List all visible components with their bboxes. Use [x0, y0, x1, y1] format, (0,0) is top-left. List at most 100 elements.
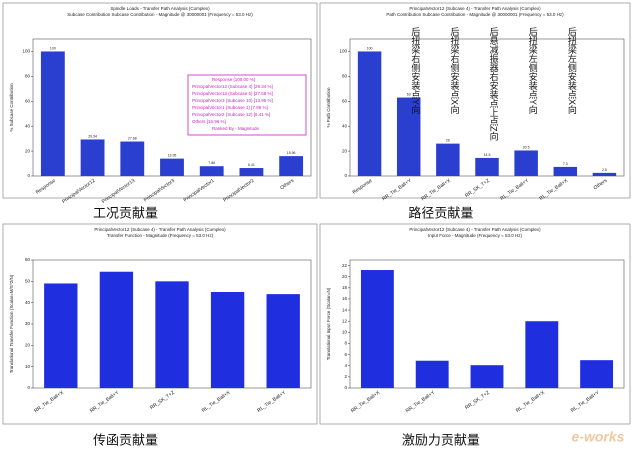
legend-entry: Ranked By - Magnitude [212, 126, 260, 131]
bar [553, 166, 578, 176]
annotation: 后扭梁左侧安装点X向 [567, 27, 577, 114]
y-tick-label: 40 [342, 123, 348, 128]
legend-entry: Response [100.00 %] [212, 77, 255, 82]
y-tick-label: 30 [25, 321, 31, 326]
data-label: 27.68 [128, 136, 137, 140]
chart-title: PrincipalVector12 (Subcase 4) - Transfer… [409, 6, 541, 11]
legend-entry: PrincipalVector13 (Subcase 5) [27.68 %] [192, 91, 273, 96]
data-label: 2.5 [602, 168, 607, 172]
annotation: 后扭梁右侧安装点X向 [449, 27, 459, 114]
annotation: 后悬减振器右安装点上点Z向 [489, 27, 499, 141]
watermark: e-works [572, 429, 625, 445]
bar [279, 156, 304, 176]
legend-entry: Others [15.96 %] [192, 119, 226, 124]
y-tick-label: 20 [342, 148, 348, 153]
legend-entry: PrincipalVector2 (Subcase 12) [6.41 %] [192, 112, 270, 117]
data-label: 14.5 [484, 153, 491, 157]
bar [514, 150, 538, 176]
y-tick-label: 80 [342, 74, 348, 79]
y-tick-label: 12 [342, 318, 348, 323]
chart-panel: PrincipalVector12 (Subcase 4) - Transfer… [2, 223, 318, 425]
data-label: 7.86 [208, 161, 215, 165]
data-label: 100 [50, 46, 56, 50]
chart-subtitle: Input Force - Magnitude (Frequency = 53.… [428, 233, 522, 238]
chart-panel: Spindle Loads - Transfer Path Analysis (… [2, 2, 318, 205]
y-tick-label: 2 [344, 374, 347, 379]
y-tick-label: 100 [339, 49, 347, 54]
y-tick-label: 22 [342, 263, 348, 268]
chart-panel: PrincipalVector12 (Subcase 4) - Transfer… [319, 2, 631, 202]
bar [475, 157, 499, 176]
chart-subtitle: Path Contribution Subcase Contribution -… [386, 12, 564, 17]
bar [470, 365, 504, 388]
y-tick-label: 0 [27, 385, 30, 390]
caption: 工况贡献量 [93, 205, 158, 220]
chart-subtitle: Transfer Function - Magnitude (Frequency… [107, 233, 214, 238]
bar [266, 294, 300, 388]
y-tick-label: 8 [344, 341, 347, 346]
y-tick-label: 20 [25, 148, 31, 153]
legend-box [187, 74, 307, 136]
y-axis-label: % Subcase Contribution [9, 83, 14, 132]
bar [40, 51, 65, 176]
annotation: 后扭梁左侧安装点Y向 [528, 27, 538, 114]
bar [120, 141, 145, 176]
legend-entry: PrincipalVector3 (Subcase 10) [13.95 %] [192, 98, 273, 103]
y-axis-label: Translational Input Force (Scalar=N) [326, 287, 331, 360]
y-tick-label: 0 [344, 173, 347, 178]
y-tick-label: 60 [342, 98, 348, 103]
bar [592, 172, 617, 176]
y-tick-label: 20 [25, 343, 31, 348]
y-tick-label: 4 [344, 363, 347, 368]
chart-title: PrincipalVector12 (Subcase 4) - Transfer… [409, 227, 541, 232]
bar [99, 271, 134, 388]
bar [44, 283, 78, 388]
caption: 激励力贡献量 [402, 432, 480, 447]
caption: 路径贡献量 [408, 205, 473, 220]
y-tick-label: 60 [25, 257, 31, 262]
bar [525, 321, 559, 388]
bar [580, 360, 614, 388]
y-tick-label: 10 [25, 364, 31, 369]
caption: 传函贡献量 [93, 432, 158, 447]
bar [155, 281, 189, 388]
y-tick-label: 6 [344, 352, 347, 357]
bar [239, 168, 264, 176]
bar [210, 292, 245, 388]
bar [160, 158, 184, 176]
data-label: 20.5 [523, 145, 530, 149]
y-tick-label: 18 [342, 285, 348, 290]
y-tick-label: 0 [344, 385, 347, 390]
y-tick-label: 20 [342, 274, 348, 279]
y-tick-label: 80 [25, 74, 31, 79]
bar [360, 270, 394, 388]
y-axis-label: Translational Transfer Function (Scalar=… [9, 274, 14, 373]
y-tick-label: 14 [342, 307, 348, 312]
legend-entry: PrincipalVector12 (Subcase 4) [29.34 %] [192, 84, 273, 89]
y-tick-label: 40 [25, 123, 31, 128]
data-label: 63 [407, 92, 411, 96]
data-label: 29.34 [88, 134, 97, 138]
bar [80, 139, 105, 176]
y-tick-label: 100 [22, 49, 30, 54]
bar [436, 143, 460, 176]
chart-panel: PrincipalVector12 (Subcase 4) - Transfer… [319, 223, 631, 425]
chart-subtitle: Subcase Contribution Subcase Contributio… [67, 12, 253, 17]
data-label: 7.3 [563, 162, 568, 166]
y-tick-label: 60 [25, 98, 31, 103]
annotation: 后扭梁右侧安装点Y向 [410, 27, 420, 114]
y-tick-label: 50 [25, 279, 31, 284]
chart-title: Spindle Loads - Transfer Path Analysis (… [110, 6, 210, 11]
y-tick-label: 40 [25, 300, 31, 305]
data-label: 13.95 [168, 154, 177, 158]
chart-title: PrincipalVector12 (Subcase 4) - Transfer… [94, 227, 226, 232]
data-label: 26 [446, 139, 450, 143]
bar [199, 166, 224, 176]
y-axis-label: % Path Contribution [326, 87, 331, 128]
y-tick-label: 0 [27, 173, 30, 178]
legend-entry: PrincipalVector1 (Subcase 1) [7.86 %] [192, 105, 268, 110]
bar [415, 360, 449, 388]
y-tick-label: 10 [342, 330, 348, 335]
data-label: 6.41 [248, 163, 255, 167]
